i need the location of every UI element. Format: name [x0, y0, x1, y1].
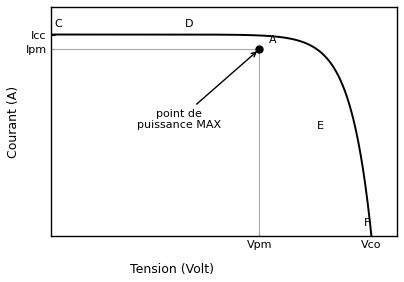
Text: A: A: [269, 35, 276, 45]
Y-axis label: Courant (A): Courant (A): [7, 85, 20, 158]
Text: point de
puissance MAX: point de puissance MAX: [137, 52, 256, 130]
Text: E: E: [317, 121, 324, 131]
Text: C: C: [54, 19, 62, 29]
X-axis label: Tension (Volt): Tension (Volt): [130, 263, 214, 276]
Text: D: D: [184, 19, 193, 29]
Text: F: F: [364, 217, 370, 228]
